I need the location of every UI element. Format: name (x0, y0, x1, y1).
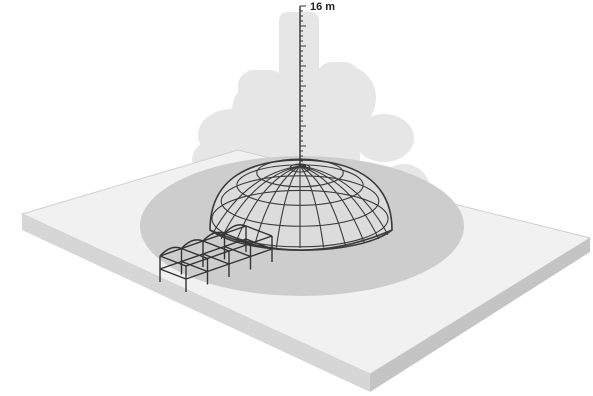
dome-base-ring (209, 229, 393, 251)
entrance-walkway (159, 224, 273, 292)
walkway-beam (245, 238, 273, 250)
walkway-rail (185, 235, 273, 267)
plume-tower (279, 12, 319, 172)
dome-meridian (275, 165, 301, 248)
walkway-beam (159, 268, 187, 280)
dome-meridian (299, 165, 365, 243)
plume-cloud-right (354, 114, 414, 162)
plume-cloud-mid-right (316, 66, 376, 130)
scale-label: 16 m (310, 1, 335, 13)
slab-front-face (22, 214, 370, 392)
walkway-arch (223, 224, 247, 234)
walkway-beam (202, 253, 230, 265)
walkway-arch (202, 231, 225, 242)
slab-side-face (370, 238, 590, 392)
vertical-scale-bar: 16 m (299, 1, 335, 167)
walkway-arch (159, 246, 182, 257)
dome-meridian (299, 165, 389, 235)
dome-meridian (299, 165, 347, 246)
dome-structure (209, 158, 393, 252)
dome-meridian (299, 165, 325, 248)
walkway-rail (159, 238, 247, 270)
walkway-beam (245, 225, 273, 237)
dome-meridian (235, 165, 301, 243)
dome-grid (211, 158, 389, 249)
walkway-arch (180, 239, 204, 249)
plume-cloud-mid-left (232, 80, 292, 140)
scale-ticks (300, 5, 306, 167)
dome-meridian (253, 165, 301, 246)
dome-meridian (211, 165, 301, 235)
walkway-rail (185, 248, 273, 280)
walkway-beam (224, 245, 251, 258)
walkway-beam (181, 260, 208, 273)
